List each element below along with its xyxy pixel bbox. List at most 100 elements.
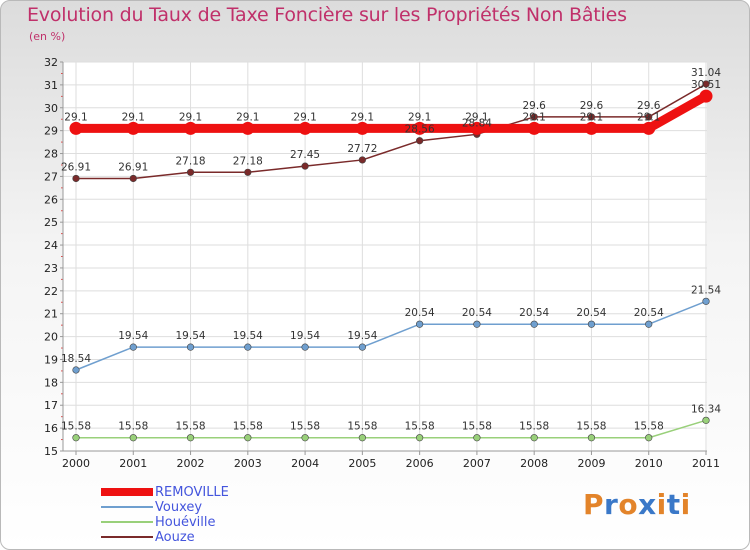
y-tick-label: 19 <box>44 353 58 366</box>
data-label-houéville: 15.58 <box>576 421 606 433</box>
data-label-aouze: 27.18 <box>176 155 206 167</box>
series-line-vouxey <box>75 300 707 371</box>
x-tick-label: 2005 <box>348 457 376 470</box>
data-point-aouze <box>358 156 366 164</box>
brand-logo: Proxiti <box>583 488 691 521</box>
data-point-removille <box>69 121 83 135</box>
data-label-houéville: 15.58 <box>233 421 263 433</box>
data-label-aouze: 29.6 <box>637 100 661 112</box>
y-tick-label: 30 <box>44 102 58 115</box>
data-label-aouze: 27.45 <box>290 149 320 161</box>
data-point-houéville <box>358 434 366 442</box>
data-label-vouxey: 21.54 <box>691 284 721 296</box>
x-tick-label: 2007 <box>463 457 491 470</box>
data-point-aouze <box>530 113 538 121</box>
data-label-houéville: 15.58 <box>519 421 549 433</box>
data-label-removille: 29.1 <box>465 111 488 123</box>
y-tick-label: 20 <box>44 331 58 344</box>
data-point-vouxey <box>301 343 309 351</box>
x-tick-label: 2002 <box>177 457 205 470</box>
data-point-houéville <box>530 434 538 442</box>
data-label-houéville: 15.58 <box>290 421 320 433</box>
y-tick-label: 29 <box>44 125 58 138</box>
data-label-removille: 29.1 <box>580 111 603 123</box>
series-line-aouze <box>75 83 707 180</box>
data-point-removille <box>642 121 656 135</box>
y-tick-label: 24 <box>44 239 58 252</box>
data-label-houéville: 15.58 <box>118 421 148 433</box>
data-labels: 29.1 29.1 29.1 29.1 29.1 29.1 29.1 29.1 29.1 29.1… <box>61 67 721 433</box>
data-point-aouze <box>416 137 424 145</box>
data-point-houéville <box>301 434 309 442</box>
data-point-houéville <box>645 434 653 442</box>
data-label-aouze: 27.18 <box>233 155 263 167</box>
data-label-houéville: 15.58 <box>347 421 377 433</box>
data-label-removille: 30.51 <box>691 79 721 91</box>
data-label-vouxey: 20.54 <box>405 307 435 319</box>
data-point-vouxey <box>702 297 710 305</box>
data-label-aouze: 28.84 <box>462 117 492 129</box>
x-tick-label: 2011 <box>692 457 720 470</box>
data-point-vouxey <box>358 343 366 351</box>
data-point-aouze <box>645 113 653 121</box>
x-tick-label: 2004 <box>291 457 319 470</box>
data-point-houéville <box>186 434 195 442</box>
data-point-aouze <box>72 174 80 183</box>
brand-letter: i <box>680 488 691 521</box>
data-label-removille: 29.1 <box>351 111 374 123</box>
data-point-aouze <box>186 168 195 176</box>
data-point-aouze <box>244 168 252 176</box>
data-label-vouxey: 20.54 <box>576 307 606 319</box>
series-line-houéville <box>75 419 707 439</box>
y-tick-label: 32 <box>44 56 58 69</box>
data-label-vouxey: 19.54 <box>176 330 206 342</box>
data-label-removille: 29.1 <box>522 111 545 123</box>
y-tick-label: 22 <box>44 285 58 298</box>
y-tick-label: 17 <box>44 399 58 412</box>
data-label-vouxey: 20.54 <box>462 307 492 319</box>
data-label-removille: 29.1 <box>637 111 660 123</box>
data-point-houéville <box>473 434 481 442</box>
data-label-removille: 29.1 <box>293 111 316 123</box>
data-label-aouze: 29.6 <box>580 100 604 112</box>
data-point-vouxey <box>530 320 538 328</box>
grid <box>63 61 707 452</box>
legend-label: Aouze <box>155 530 195 545</box>
data-point-houéville <box>416 434 424 442</box>
data-label-removille: 29.1 <box>64 111 87 123</box>
data-point-vouxey <box>473 320 481 328</box>
data-label-houéville: 15.58 <box>405 421 435 433</box>
data-label-aouze: 31.04 <box>691 67 721 79</box>
data-point-houéville <box>587 434 596 442</box>
data-label-removille: 29.1 <box>408 111 431 123</box>
data-label-vouxey: 19.54 <box>290 330 320 342</box>
legend-swatch <box>101 488 153 496</box>
brand-letter: t <box>666 488 681 521</box>
data-label-vouxey: 19.54 <box>233 330 263 342</box>
axes: 15 16 17 18 19 20 21 22 23 24 25 26 27 28 29 30 31 32 2000… <box>44 56 720 470</box>
y-tick-label: 23 <box>44 262 58 275</box>
data-point-aouze <box>301 162 309 170</box>
data-point-aouze <box>587 113 596 121</box>
data-point-removille <box>126 121 140 135</box>
data-point-removille <box>355 121 369 135</box>
y-tick-label: 25 <box>44 216 58 229</box>
x-tick-label: 2009 <box>577 457 605 470</box>
data-point-vouxey <box>72 366 80 374</box>
brand-letter: o <box>618 488 639 521</box>
legend-swatch <box>101 521 153 523</box>
data-label-removille: 29.1 <box>236 111 259 123</box>
data-point-houéville <box>244 434 252 442</box>
x-tick-label: 2000 <box>62 457 90 470</box>
series-lines <box>69 80 713 442</box>
series-line-removille <box>71 91 711 133</box>
data-label-houéville: 15.58 <box>462 421 492 433</box>
y-tick-label: 26 <box>44 193 58 206</box>
data-point-vouxey <box>416 320 424 328</box>
data-label-aouze: 26.91 <box>61 161 91 173</box>
data-point-vouxey <box>129 343 137 351</box>
y-tick-label: 16 <box>44 422 58 435</box>
data-point-vouxey <box>244 343 252 351</box>
data-label-houéville: 15.58 <box>176 421 206 433</box>
